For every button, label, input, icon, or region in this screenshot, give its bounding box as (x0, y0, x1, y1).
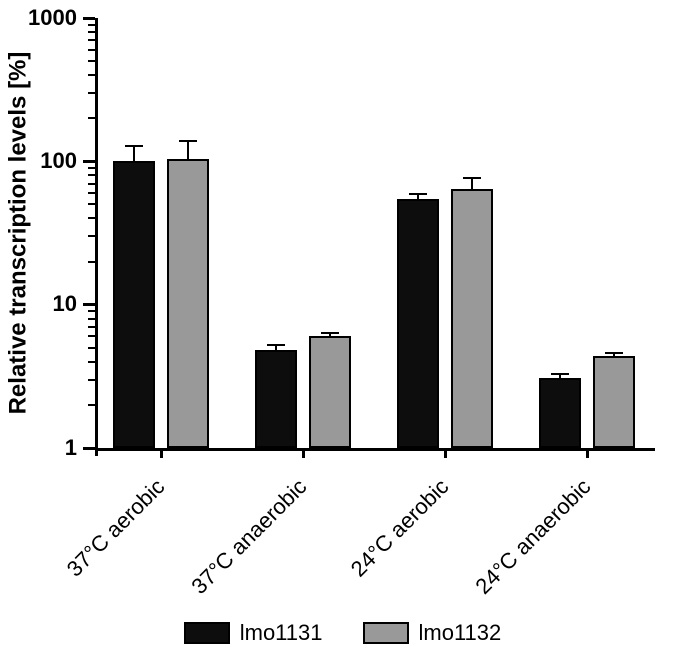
bar-lmo1131 (539, 378, 581, 448)
error-cap (409, 193, 427, 195)
error-stem (187, 141, 189, 159)
y-minor-tick (88, 361, 95, 363)
y-tick-label: 1 (0, 435, 77, 461)
y-minor-tick (88, 183, 95, 185)
x-tick (302, 448, 305, 458)
y-major-tick (83, 160, 95, 163)
y-minor-tick (88, 74, 95, 76)
bar-lmo1131 (113, 161, 155, 448)
y-minor-tick (88, 379, 95, 381)
legend-item: lmo1132 (363, 620, 502, 646)
y-major-tick (83, 303, 95, 306)
y-minor-tick (88, 235, 95, 237)
bar-lmo1132 (309, 336, 351, 448)
x-tick-label: 24°C anaerobic (436, 474, 596, 634)
bar-lmo1131 (255, 350, 297, 448)
y-minor-tick (88, 92, 95, 94)
y-minor-tick (88, 31, 95, 33)
y-major-tick (83, 17, 95, 20)
x-tick (586, 448, 589, 458)
error-cap (179, 140, 197, 142)
y-minor-tick (88, 335, 95, 337)
y-tick-label: 100 (0, 148, 77, 174)
x-tick (444, 448, 447, 458)
y-axis-title: Relative transcription levels [%] (4, 52, 32, 415)
x-tick-label: 37°C anaerobic (152, 474, 312, 634)
y-minor-tick (88, 326, 95, 328)
error-cap (267, 344, 285, 346)
y-minor-tick (88, 347, 95, 349)
bar-lmo1131 (397, 199, 439, 448)
y-minor-tick (88, 261, 95, 263)
bar-lmo1132 (593, 356, 635, 448)
y-minor-tick (88, 167, 95, 169)
y-minor-tick (88, 192, 95, 194)
error-cap (605, 352, 623, 354)
legend-label: lmo1131 (240, 620, 323, 646)
error-cap (321, 332, 339, 334)
error-cap (125, 145, 143, 147)
y-minor-tick (88, 174, 95, 176)
error-stem (133, 146, 135, 161)
y-tick-label: 1000 (0, 5, 77, 31)
y-axis-title-wrap: Relative transcription levels [%] (0, 18, 36, 448)
y-minor-tick (88, 49, 95, 51)
y-minor-tick (88, 310, 95, 312)
y-minor-tick (88, 318, 95, 320)
legend: lmo1131 lmo1132 (0, 620, 685, 646)
x-tick-label: 24°C aerobic (294, 474, 454, 634)
y-minor-tick (88, 217, 95, 219)
bar-lmo1132 (451, 189, 493, 448)
y-minor-tick (88, 24, 95, 26)
x-tick-label: 37°C aerobic (10, 474, 170, 634)
y-minor-tick (88, 203, 95, 205)
y-minor-tick (88, 117, 95, 119)
bar-lmo1132 (167, 159, 209, 448)
error-cap (463, 177, 481, 179)
y-minor-tick (88, 60, 95, 62)
legend-item: lmo1131 (184, 620, 323, 646)
legend-label: lmo1132 (419, 620, 502, 646)
x-tick (160, 448, 163, 458)
error-stem (471, 178, 473, 189)
error-cap (551, 373, 569, 375)
x-axis-line (95, 448, 655, 451)
legend-swatch (184, 622, 230, 644)
y-major-tick (83, 447, 95, 450)
legend-swatch (363, 622, 409, 644)
y-axis-line (95, 18, 98, 456)
y-minor-tick (88, 39, 95, 41)
y-tick-label: 10 (0, 291, 77, 317)
y-minor-tick (88, 404, 95, 406)
